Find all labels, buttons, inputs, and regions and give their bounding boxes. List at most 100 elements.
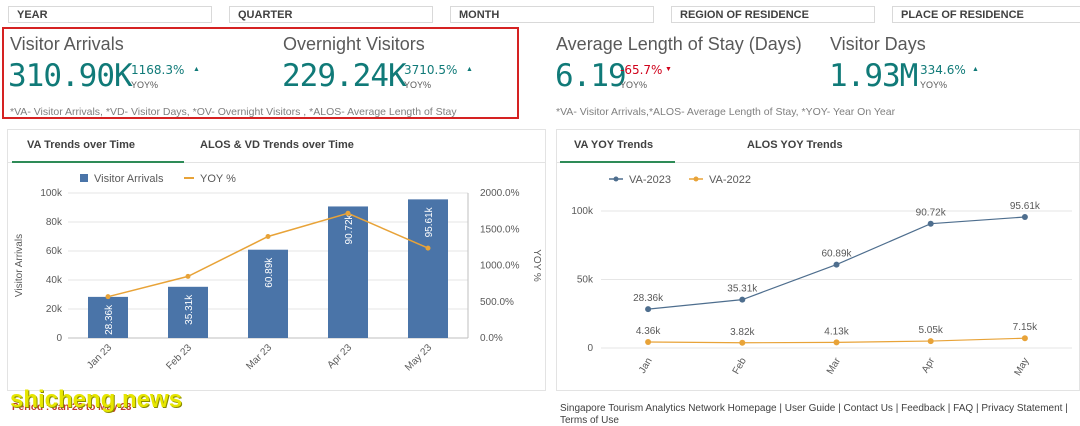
- va-yoy-trends-panel: [556, 129, 1080, 391]
- x-tick-label: Apr: [920, 355, 938, 375]
- y-tick-label: 80k: [46, 217, 63, 228]
- data-label: 35.31k: [727, 284, 758, 295]
- kpi-visitor-days-value: 1.93M: [829, 58, 918, 94]
- bar-jan-23: [88, 296, 128, 338]
- kpi-visitor-days-yoy-pct: 334.6%: [920, 63, 966, 77]
- y-tick-label: 0: [56, 333, 62, 344]
- tab-va-yoy-trends[interactable]: VA YOY Trends: [574, 139, 654, 151]
- data-point: [927, 338, 934, 345]
- bar-mar-23: [248, 249, 288, 338]
- y-tick-label: 20k: [46, 304, 63, 315]
- kpi-alos-yoy-pct: -65.7%: [620, 63, 663, 77]
- tab-alos-vd-trends-over-time[interactable]: ALOS & VD Trends over Time: [200, 139, 354, 151]
- data-point: [1021, 335, 1028, 342]
- yoy-point: [105, 294, 111, 300]
- kpi-alos-yoy-label: YOY%: [620, 80, 648, 90]
- y2-tick-label: 2000.0%: [480, 188, 520, 199]
- tab-alos-yoy-trends[interactable]: ALOS YOY Trends: [747, 139, 843, 151]
- y-tick-label: 0: [587, 343, 593, 354]
- watermark-text: shicheng.news: [10, 386, 183, 413]
- kpi-overnight-visitors-value: 229.24K: [282, 58, 407, 94]
- data-label: 7.15k: [1013, 322, 1038, 333]
- y2-tick-label: 500.0%: [480, 297, 514, 308]
- kpi-overnight-visitors-yoy-label: YOY%: [404, 80, 432, 90]
- x-tick-label: May: [1013, 356, 1032, 378]
- filter-year[interactable]: YEAR: [8, 6, 212, 23]
- kpi-alos-value: 6.19: [555, 58, 627, 94]
- y2-tick-label: 1000.0%: [480, 261, 520, 272]
- y2-tick-label: 1500.0%: [480, 224, 520, 235]
- data-point: [833, 261, 840, 268]
- data-point: [645, 306, 652, 313]
- bar-may-23: [408, 199, 448, 338]
- data-point: [927, 220, 934, 227]
- filter-month[interactable]: MONTH: [450, 6, 654, 23]
- tab-divider: [557, 162, 1079, 163]
- kpi-footnote-left: *VA- Visitor Arrivals, *VD- Visitor Days…: [10, 106, 457, 118]
- kpi-visitor-arrivals-yoy-label: YOY%: [131, 80, 159, 90]
- tab-divider: [8, 162, 545, 163]
- bar-value-label: 95.61k: [424, 206, 435, 237]
- x-tick-label: Jan: [637, 356, 655, 375]
- data-label: 4.36k: [636, 326, 661, 337]
- x-tick-label: Mar: [825, 355, 843, 376]
- data-point: [739, 296, 746, 303]
- yoy-point: [345, 210, 351, 216]
- legend-label-yoy: YOY %: [200, 173, 236, 185]
- footer-terms-link[interactable]: Terms of Use: [560, 415, 619, 426]
- down-arrow-icon: ▼: [665, 66, 672, 73]
- legend-label-visitor-arrivals: Visitor Arrivals: [94, 173, 164, 185]
- legend-marker-va-2023: [613, 176, 619, 182]
- kpi-overnight-visitors-yoy-pct: 3710.5%: [404, 63, 458, 77]
- up-arrow-icon: ▲: [193, 66, 200, 73]
- kpi-footnote-right: *VA- Visitor Arrivals,*ALOS- Average Len…: [556, 106, 896, 118]
- y-tick-label: 100k: [571, 206, 594, 217]
- data-label: 90.72k: [916, 208, 947, 219]
- data-point: [739, 339, 746, 346]
- filter-quarter[interactable]: QUARTER: [229, 6, 433, 23]
- highlight-box: [2, 27, 519, 119]
- active-tab-indicator: [12, 161, 184, 163]
- y-tick-label: 40k: [46, 275, 63, 286]
- kpi-alos-title: Average Length of Stay (Days): [556, 34, 802, 54]
- period-label: Period : Jan 23 to May 23: [12, 402, 132, 413]
- va-yoy-chart: VA-2023 VA-2022 0 50k 100k 28.36k 35.31k 60.89k…: [571, 174, 1072, 378]
- bar-apr-23: [328, 206, 368, 338]
- data-label: 4.13k: [824, 326, 849, 337]
- y-tick-label: 60k: [46, 246, 63, 257]
- data-label: 95.61k: [1010, 201, 1041, 212]
- yoy-point: [425, 245, 431, 251]
- bar-feb-23: [168, 286, 208, 338]
- x-tick-label: Jan 23: [85, 342, 114, 371]
- legend-label-va-2023: VA-2023: [629, 174, 671, 186]
- up-arrow-icon: ▲: [466, 66, 473, 73]
- x-tick-label: Mar 23: [244, 342, 274, 372]
- y-axis-title: Visitor Arrivals: [14, 234, 25, 297]
- kpi-visitor-days-title: Visitor Days: [830, 34, 926, 54]
- filter-place-of-residence[interactable]: PLACE OF RESIDENCE: [892, 6, 1080, 23]
- tab-va-trends-over-time[interactable]: VA Trends over Time: [27, 139, 136, 151]
- x-tick-label: Feb 23: [164, 342, 194, 372]
- x-tick-label: May 23: [403, 342, 434, 373]
- x-tick-label: Apr 23: [326, 342, 355, 371]
- data-label: 5.05k: [918, 325, 943, 336]
- y-tick-label: 100k: [40, 188, 63, 199]
- va-trends-chart: Visitor Arrivals YOY % 0 20k 40k 60k 80k 100k 0.…: [14, 173, 542, 373]
- bar-value-label: 90.72k: [344, 213, 355, 244]
- yoy-point: [265, 234, 271, 239]
- legend-label-va-2022: VA-2022: [709, 174, 751, 186]
- y-tick-label: 50k: [577, 275, 594, 286]
- y2-axis-title: YOY %: [531, 249, 542, 282]
- yoy-point: [185, 273, 191, 279]
- filter-region-of-residence[interactable]: REGION OF RESIDENCE: [671, 6, 875, 23]
- data-point: [833, 339, 840, 346]
- data-point: [645, 339, 652, 346]
- x-tick-label: Feb: [731, 356, 749, 377]
- legend-swatch-visitor-arrivals: [80, 174, 88, 182]
- kpi-visitor-days-yoy-label: YOY%: [920, 80, 948, 90]
- y2-tick-label: 0.0%: [480, 333, 503, 344]
- data-label: 3.82k: [730, 327, 755, 338]
- footer-links[interactable]: Singapore Tourism Analytics Network Home…: [560, 403, 1068, 414]
- bar-value-label: 35.31k: [184, 294, 195, 325]
- kpi-visitor-arrivals-title: Visitor Arrivals: [10, 34, 124, 54]
